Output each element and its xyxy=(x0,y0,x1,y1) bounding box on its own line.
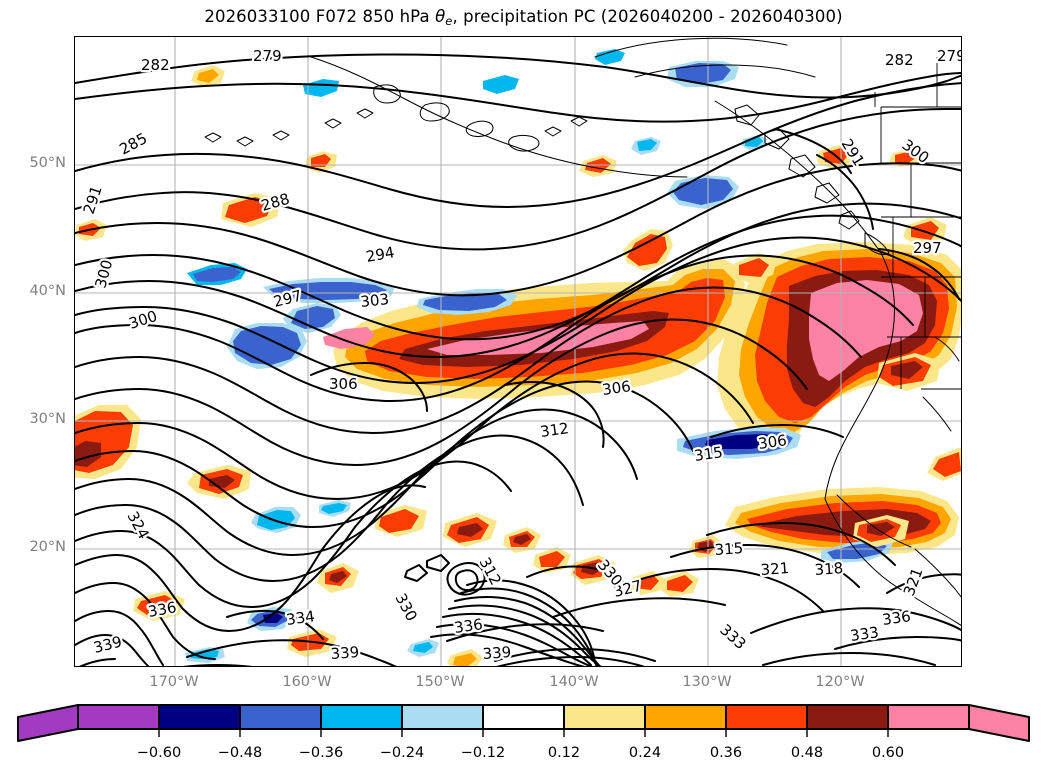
colorbar-segment-4 xyxy=(320,704,403,730)
colorbar-segment-7 xyxy=(563,704,646,730)
colorbar-tick-label: 0.36 xyxy=(710,745,742,761)
title-field: precipitation PC xyxy=(463,7,596,26)
svg-text:282: 282 xyxy=(141,56,170,74)
svg-text:279: 279 xyxy=(937,47,962,65)
svg-text:334: 334 xyxy=(285,607,316,629)
title-forecast-hour: F072 xyxy=(315,7,358,26)
colorbar-tick-label: 0.60 xyxy=(872,745,904,761)
svg-text:330: 330 xyxy=(391,590,420,624)
svg-text:321: 321 xyxy=(900,565,927,598)
map-plot-area: 279 279 282 282 282 282 279 279 285 285 291 29… xyxy=(74,36,962,667)
svg-text:318: 318 xyxy=(814,559,844,579)
colorbar-tick-label: −0.48 xyxy=(218,745,262,761)
colorbar: −0.60 −0.48 −0.36 −0.24 −0.12 0.12 0.24 … xyxy=(0,697,1047,767)
svg-text:318: 318 xyxy=(814,559,844,579)
svg-text:306: 306 xyxy=(757,431,788,453)
svg-text:339: 339 xyxy=(330,643,360,663)
svg-text:306: 306 xyxy=(329,375,358,393)
colorbar-tick-labels: −0.60 −0.48 −0.36 −0.24 −0.12 0.12 0.24 … xyxy=(137,745,904,761)
title-comma: , xyxy=(452,7,458,26)
colorbar-segments xyxy=(17,704,1030,742)
svg-text:282: 282 xyxy=(885,51,914,69)
colorbar-segment-2 xyxy=(158,704,241,730)
colorbar-over-arrow xyxy=(968,704,1030,742)
svg-text:312: 312 xyxy=(539,419,570,441)
svg-text:303: 303 xyxy=(360,290,390,311)
shaded-precipitation-pc xyxy=(75,49,961,666)
svg-text:321: 321 xyxy=(760,559,790,579)
title-level: 850 hPa xyxy=(362,7,430,26)
colorbar-tick-label: 0.12 xyxy=(548,745,580,761)
x-tick-label-150w: 150°W xyxy=(415,674,465,690)
svg-text:282: 282 xyxy=(885,51,914,69)
colorbar-ticks xyxy=(158,729,889,737)
page-title: 2026033100 F072 850 hPa θe, precipitatio… xyxy=(0,7,1047,28)
theta-e-contours xyxy=(75,53,961,666)
title-valid-window: (2026040200 - 2026040300) xyxy=(600,7,843,26)
colorbar-segment-1 xyxy=(77,704,160,730)
svg-text:279: 279 xyxy=(937,47,962,65)
x-tick-label-170w: 170°W xyxy=(149,674,199,690)
svg-text:297: 297 xyxy=(913,239,942,257)
x-tick-label-140w: 140°W xyxy=(549,674,599,690)
svg-text:279: 279 xyxy=(253,47,282,65)
colorbar-tick-label: −0.36 xyxy=(299,745,343,761)
x-tick-label-120w: 120°W xyxy=(815,674,865,690)
svg-text:306: 306 xyxy=(329,375,358,393)
coastlines xyxy=(204,37,961,627)
svg-text:339: 339 xyxy=(330,643,360,663)
colorbar-tick-label: −0.12 xyxy=(461,745,505,761)
colorbar-tick-label: 0.48 xyxy=(791,745,823,761)
colorbar-tick-label: 0.24 xyxy=(629,745,661,761)
svg-text:315: 315 xyxy=(714,539,744,559)
svg-text:294: 294 xyxy=(365,243,396,266)
colorbar-segment-11 xyxy=(887,704,970,730)
svg-text:300: 300 xyxy=(91,258,116,290)
x-tick-label-130w: 130°W xyxy=(682,674,732,690)
colorbar-svg: −0.60 −0.48 −0.36 −0.24 −0.12 0.12 0.24 … xyxy=(17,704,1030,761)
x-tick-label-160w: 160°W xyxy=(282,674,332,690)
svg-text:336: 336 xyxy=(453,615,484,637)
svg-text:297: 297 xyxy=(913,239,942,257)
svg-text:339: 339 xyxy=(482,643,512,663)
map-gridlines xyxy=(75,37,961,666)
svg-text:315: 315 xyxy=(714,539,744,559)
title-init-time: 2026033100 xyxy=(204,7,311,26)
svg-text:300: 300 xyxy=(127,307,160,333)
colorbar-segment-10 xyxy=(806,704,889,730)
svg-text:291: 291 xyxy=(80,183,106,216)
colorbar-segment-6 xyxy=(482,704,565,730)
colorbar-segment-8 xyxy=(644,704,727,730)
svg-text:282: 282 xyxy=(141,56,170,74)
colorbar-segment-3 xyxy=(239,704,322,730)
title-variable-symbol: θ xyxy=(435,7,446,26)
title-variable-subscript: e xyxy=(445,14,453,28)
svg-text:336: 336 xyxy=(881,607,912,629)
colorbar-tick-label: −0.60 xyxy=(137,745,181,761)
svg-text:306: 306 xyxy=(601,377,632,399)
y-tick-label-40n: 40°N xyxy=(29,283,66,299)
colorbar-segment-9 xyxy=(725,704,808,730)
svg-text:333: 333 xyxy=(849,623,880,645)
svg-text:288: 288 xyxy=(259,190,291,215)
y-tick-label-20n: 20°N xyxy=(29,539,66,555)
colorbar-tick-label: −0.24 xyxy=(380,745,424,761)
svg-text:339: 339 xyxy=(482,643,512,663)
svg-text:333: 333 xyxy=(716,621,749,654)
y-tick-label-30n: 30°N xyxy=(29,411,66,427)
colorbar-segment-5 xyxy=(401,704,484,730)
svg-text:336: 336 xyxy=(147,598,178,621)
svg-text:285: 285 xyxy=(116,129,150,158)
svg-text:315: 315 xyxy=(693,443,724,465)
svg-text:321: 321 xyxy=(760,559,790,579)
svg-text:312: 312 xyxy=(475,554,504,588)
svg-text:279: 279 xyxy=(253,47,282,65)
y-tick-label-50n: 50°N xyxy=(29,155,66,171)
colorbar-under-arrow xyxy=(17,704,79,742)
